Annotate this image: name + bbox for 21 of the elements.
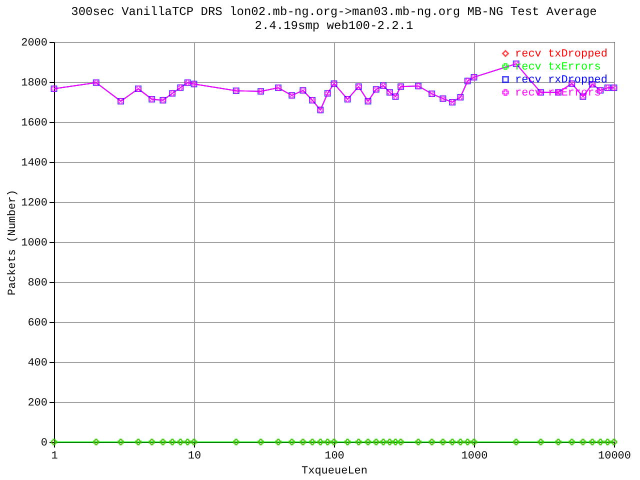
x-axis-title: TxqueueLen xyxy=(301,466,368,478)
y-tick-label: 2000 xyxy=(21,38,48,50)
y-tick-label: 200 xyxy=(28,398,48,410)
x-tick-label: 10 xyxy=(188,450,202,462)
chart-title: 300sec VanillaTCP DRS lon02.mb-ng.org->man03.mb-ng.org MB-NG Test Average xyxy=(71,5,597,19)
y-tick-label: 1800 xyxy=(21,78,48,90)
y-tick-label: 1200 xyxy=(21,198,48,210)
y-tick-label: 1400 xyxy=(21,158,48,170)
y-tick-label: 1000 xyxy=(21,238,48,250)
y-axis-title: Packets (Number) xyxy=(7,190,20,296)
x-tick-label: 100 xyxy=(324,450,344,462)
y-tick-label: 600 xyxy=(28,318,48,330)
y-tick-label: 1600 xyxy=(21,118,48,130)
y-tick-label: 400 xyxy=(28,358,48,370)
y-tick-label: 0 xyxy=(40,438,48,450)
x-tick-label: 1000 xyxy=(461,450,488,462)
y-tick-label: 800 xyxy=(28,278,48,290)
chart-subtitle: 2.4.19smp web100-2.2.1 xyxy=(254,19,414,33)
x-tick-label: 1 xyxy=(51,450,58,462)
x-tick-label: 10000 xyxy=(598,450,632,462)
legend-label: recv txDropped xyxy=(515,48,608,60)
